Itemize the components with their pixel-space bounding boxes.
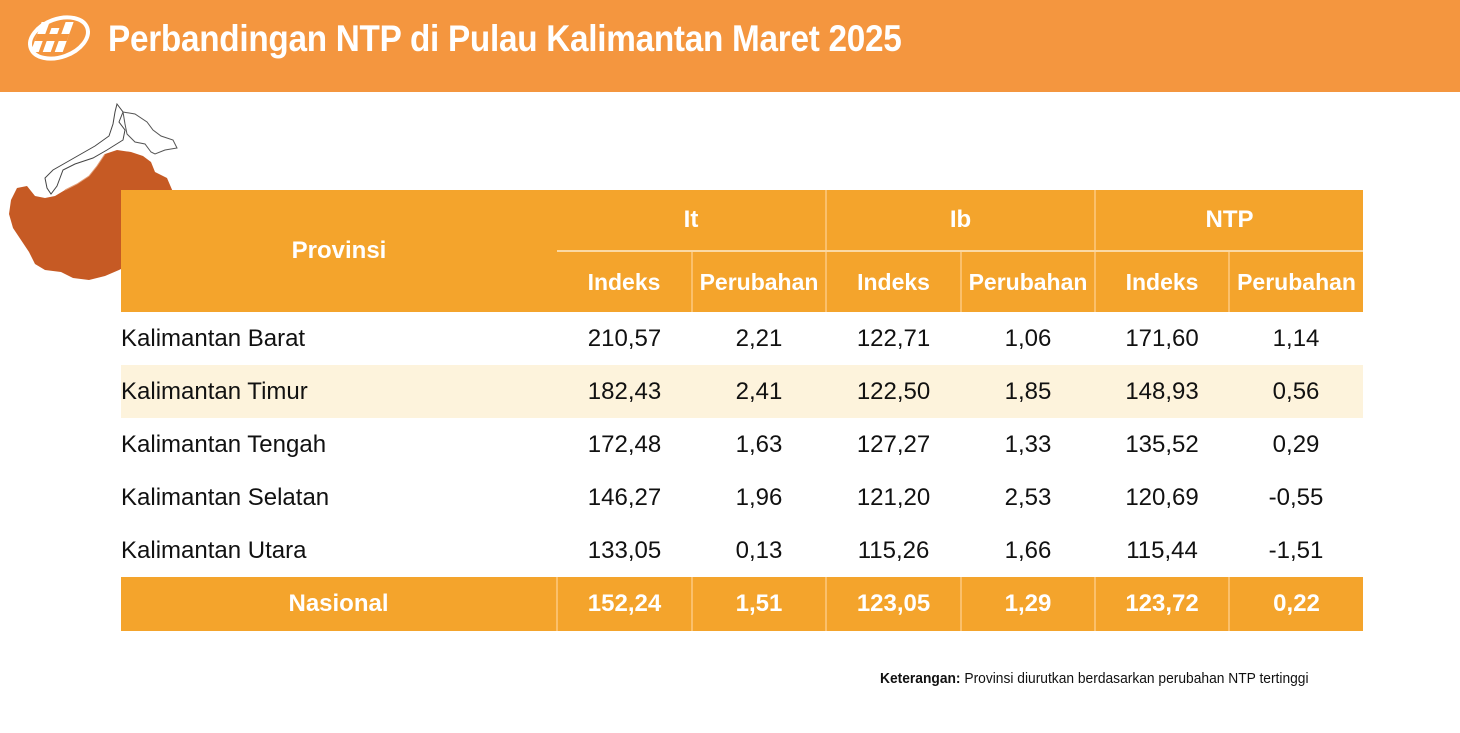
table-header-row-sub: Indeks Perubahan Indeks Perubahan Indeks… [121,251,1364,312]
table-header-row-groups: Provinsi It Ib NTP [121,190,1364,312]
ntp-indeks-value: 148,93 [1095,365,1230,418]
table-row: Kalimantan Tengah 172,48 1,63 127,27 1,3… [121,418,1363,471]
province-name: Kalimantan Utara [121,536,307,564]
province-name: Kalimantan Barat [121,324,306,352]
ntp-perubahan-value: 0,22 [1228,577,1364,631]
ntp-comparison-table: Provinsi It Ib NTP Indeks Perubahan Inde… [121,190,1364,631]
ntp-indeks-value: 120,69 [1125,483,1199,511]
header-it-perubahan: Perubahan [690,251,827,312]
ntp-indeks-value: 135,52 [1125,430,1199,458]
it-indeks-value: 146,27 [587,483,662,511]
ib-indeks-value: 115,26 [857,536,930,564]
it-perubahan-value: 0,13 [735,536,783,564]
ib-indeks-value: 121,20 [856,483,931,511]
header-provinsi: Provinsi [121,190,557,312]
table-row: Kalimantan Utara 133,05 0,13 115,26 1,66… [121,524,1363,577]
province-name: Kalimantan Tengah [121,430,327,458]
it-indeks-value: 152,24 [556,577,692,631]
ntp-perubahan-value: -0,55 [1268,483,1324,511]
it-perubahan-value: 2,21 [735,324,783,352]
footnote: Keterangan: Provinsi diurutkan berdasark… [880,670,1309,687]
ib-perubahan-value: 1,29 [960,577,1096,631]
ib-perubahan-value: 2,53 [1004,483,1052,511]
page-title: Perbandingan NTP di Pulau Kalimantan Mar… [108,18,902,59]
bps-logo-icon [28,15,90,61]
ib-indeks-value: 122,71 [856,324,931,352]
province-name: Kalimantan Timur [121,365,557,418]
ntp-indeks-value: 115,44 [1126,536,1198,564]
header-ntp-perubahan: Perubahan [1228,251,1364,312]
header-it-indeks: Indeks [557,251,692,312]
it-indeks-value: 182,43 [557,365,692,418]
header-ntp-indeks: Indeks [1094,251,1230,312]
it-perubahan-value: 1,51 [690,577,827,631]
table-row: Kalimantan Selatan 146,27 1,96 121,20 2,… [121,471,1363,524]
footnote-label: Keterangan: [880,670,961,687]
header-ib-perubahan: Perubahan [960,251,1096,312]
ib-perubahan-value: 1,06 [1004,324,1052,352]
ntp-perubahan-value: 0,29 [1272,430,1320,458]
it-indeks-value: 172,48 [587,430,662,458]
header-group-ib: Ib [825,190,1096,252]
footnote-text: Provinsi diurutkan berdasarkan perubahan… [960,670,1309,687]
ib-indeks-value: 122,50 [826,365,962,418]
ntp-perubahan-value: 1,14 [1272,324,1320,352]
table-row: Kalimantan Barat 210,57 2,21 122,71 1,06… [121,312,1363,365]
ib-indeks-value: 127,27 [856,430,931,458]
table-row-national-total: Nasional 152,24 1,51 123,05 1,29 123,72 … [121,577,1364,631]
ib-perubahan-value: 1,66 [1004,536,1052,564]
it-perubahan-value: 1,96 [735,483,783,511]
ib-perubahan-value: 1,33 [1004,430,1052,458]
ntp-indeks-value: 123,72 [1094,577,1230,631]
it-indeks-value: 210,57 [587,324,662,352]
ntp-perubahan-value: 0,56 [1229,365,1364,418]
ntp-perubahan-value: -1,51 [1268,536,1324,564]
it-indeks-value: 133,05 [587,536,662,564]
national-label: Nasional [121,577,557,631]
ib-perubahan-value: 1,85 [961,365,1096,418]
header-group-it: It [557,190,827,252]
header-group-ntp: NTP [1094,190,1364,252]
it-perubahan-value: 2,41 [692,365,827,418]
ntp-indeks-value: 171,60 [1125,324,1199,352]
it-perubahan-value: 1,63 [735,430,783,458]
province-name: Kalimantan Selatan [121,483,330,511]
header-ib-indeks: Indeks [825,251,962,312]
table-row: Kalimantan Timur 182,43 2,41 122,50 1,85… [121,365,1364,418]
ib-indeks-value: 123,05 [825,577,962,631]
header-bar: Perbandingan NTP di Pulau Kalimantan Mar… [0,0,1460,92]
